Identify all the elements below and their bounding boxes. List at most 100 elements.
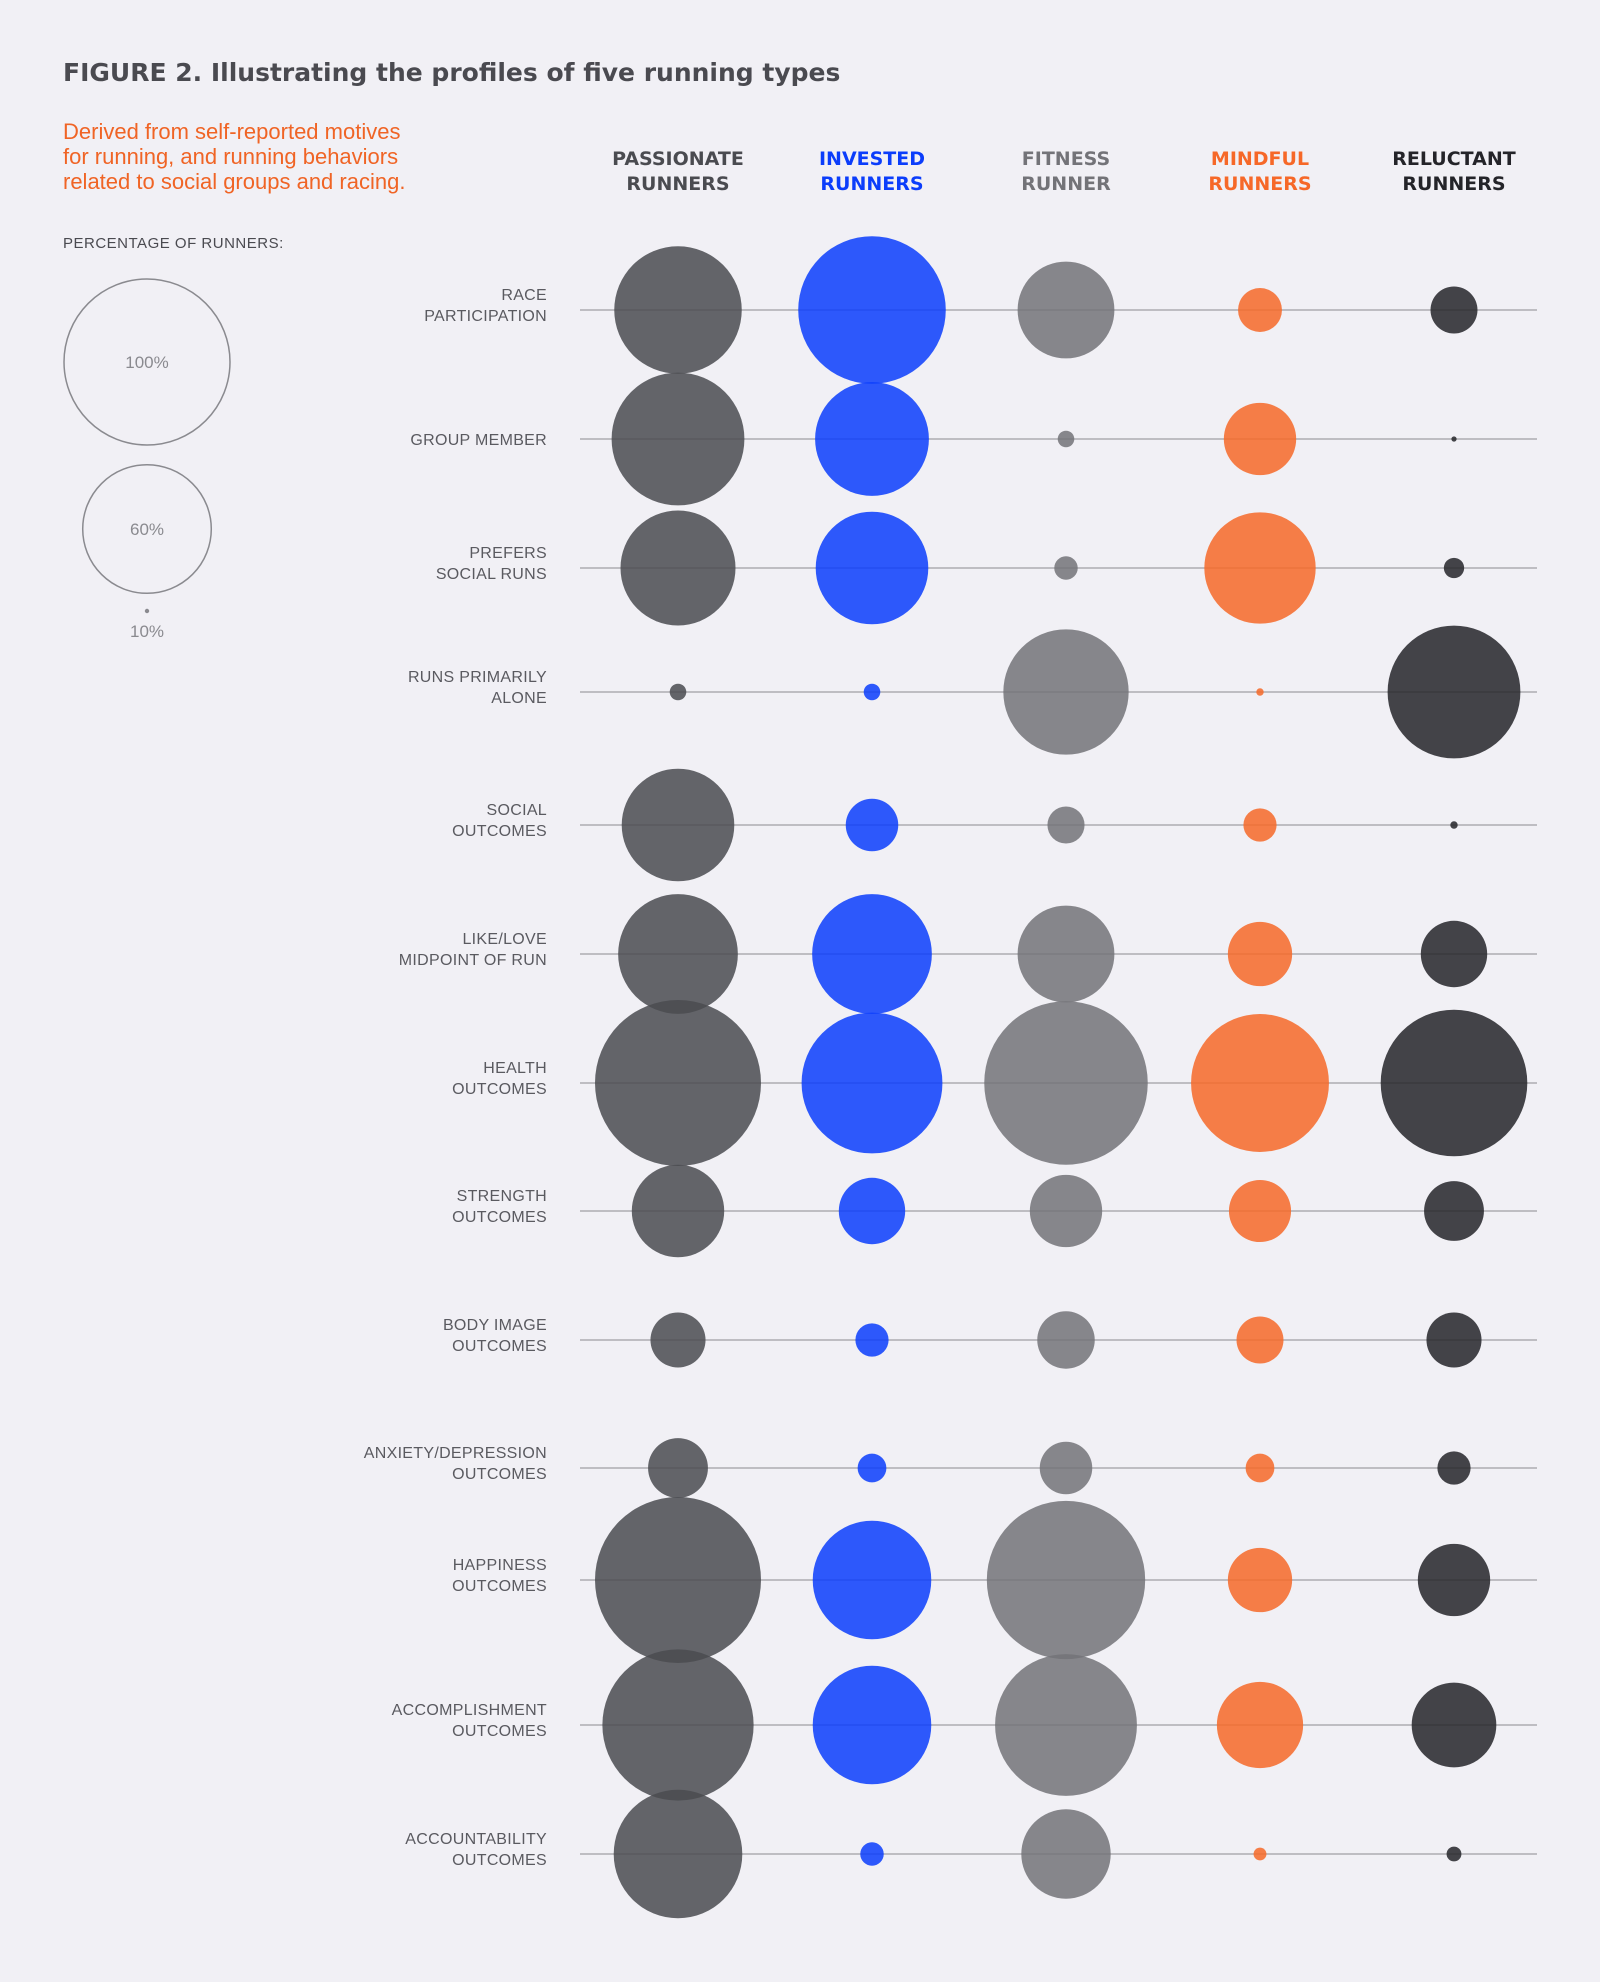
size-legend: PERCENTAGE OF RUNNERS: 100% 60% 10% bbox=[63, 235, 284, 641]
column-header: INVESTED bbox=[819, 148, 925, 170]
column-header: MINDFUL bbox=[1211, 148, 1309, 170]
chart-row: PREFERS SOCIAL RUNS bbox=[436, 510, 1537, 626]
row-label: ANXIETY/DEPRESSION bbox=[364, 1445, 547, 1462]
bubble bbox=[1243, 808, 1277, 842]
bubble bbox=[1245, 1453, 1275, 1483]
legend-label: 60% bbox=[130, 520, 164, 539]
bubble bbox=[1443, 557, 1465, 579]
bubble bbox=[620, 510, 736, 626]
row-label: HAPPINESS bbox=[453, 1557, 547, 1574]
row-label: OUTCOMES bbox=[452, 1081, 547, 1098]
chart-row: ANXIETY/DEPRESSION OUTCOMES bbox=[364, 1438, 1537, 1498]
bubble bbox=[1417, 1543, 1491, 1617]
chart-row: RACE PARTICIPATION bbox=[424, 236, 1537, 384]
legend-circle bbox=[81, 463, 213, 595]
bubble bbox=[648, 1438, 708, 1498]
bubble bbox=[1387, 625, 1521, 759]
bubble bbox=[986, 1500, 1146, 1660]
chart-row: GROUP MEMBER bbox=[410, 372, 1537, 506]
column-header: RUNNERS bbox=[820, 173, 923, 195]
bubble bbox=[1191, 1014, 1329, 1152]
row-label: GROUP MEMBER bbox=[410, 432, 547, 449]
bubble bbox=[860, 1842, 884, 1866]
column-header: RUNNERS bbox=[1402, 173, 1505, 195]
row-label: RACE bbox=[501, 287, 547, 304]
bubble bbox=[812, 1520, 932, 1640]
bubble bbox=[857, 1453, 887, 1483]
chart-title: FIGURE 2. Illustrating the profiles of f… bbox=[63, 58, 840, 87]
bubble bbox=[1021, 1809, 1111, 1899]
chart-row: ACCOUNTABILITY OUTCOMES bbox=[405, 1789, 1537, 1919]
bubble bbox=[1057, 430, 1075, 448]
bubble bbox=[1451, 436, 1457, 442]
bubble bbox=[1450, 821, 1458, 829]
bubble bbox=[650, 1312, 706, 1368]
bubble bbox=[1223, 402, 1297, 476]
chart-row: HEALTH OUTCOMES bbox=[452, 1000, 1537, 1166]
legend-label: 10% bbox=[130, 622, 164, 641]
bubble bbox=[1017, 261, 1115, 359]
bubble bbox=[1437, 1451, 1471, 1485]
row-label: MIDPOINT OF RUN bbox=[399, 952, 547, 969]
bubble bbox=[798, 236, 946, 384]
row-label: OUTCOMES bbox=[452, 1852, 547, 1869]
row-label: ALONE bbox=[491, 690, 547, 707]
chart-row: STRENGTH OUTCOMES bbox=[452, 1164, 1537, 1258]
bubble bbox=[812, 1665, 932, 1785]
bubble bbox=[838, 1177, 906, 1245]
legend-label: 100% bbox=[125, 353, 168, 372]
bubble bbox=[855, 1323, 889, 1357]
column-header: PASSIONATE bbox=[612, 148, 744, 170]
bubble bbox=[631, 1164, 725, 1258]
bubble bbox=[1228, 1179, 1292, 1243]
bubble bbox=[845, 798, 899, 852]
bubble bbox=[1204, 512, 1316, 624]
bubble bbox=[621, 768, 735, 882]
bubble bbox=[1430, 286, 1478, 334]
bubble bbox=[1054, 556, 1078, 580]
bubble bbox=[1380, 1009, 1528, 1157]
row-label: OUTCOMES bbox=[452, 1466, 547, 1483]
bubble bbox=[1227, 1547, 1293, 1613]
column-header: FITNESS bbox=[1022, 148, 1110, 170]
bubble bbox=[614, 246, 742, 374]
bubble bbox=[1420, 920, 1488, 988]
legend-title: PERCENTAGE OF RUNNERS: bbox=[63, 235, 284, 252]
subtitle-line: for running, and running behaviors bbox=[63, 144, 398, 169]
row-label: STRENGTH bbox=[457, 1188, 547, 1205]
bubble bbox=[1003, 629, 1129, 755]
bubble bbox=[613, 1789, 743, 1919]
column-header: RUNNER bbox=[1021, 173, 1111, 195]
row-label: BODY IMAGE bbox=[443, 1317, 547, 1334]
row-label: OUTCOMES bbox=[452, 1338, 547, 1355]
row-label: OUTCOMES bbox=[452, 1209, 547, 1226]
bubble bbox=[618, 894, 738, 1014]
row-label: ACCOMPLISHMENT bbox=[392, 1702, 547, 1719]
bubble bbox=[1426, 1312, 1482, 1368]
bubble bbox=[995, 1654, 1137, 1796]
chart-row: RUNS PRIMARILY ALONE bbox=[408, 625, 1537, 759]
chart-row: HAPPINESS OUTCOMES bbox=[452, 1497, 1537, 1663]
row-label: OUTCOMES bbox=[452, 1723, 547, 1740]
bubble bbox=[595, 1497, 761, 1663]
bubble bbox=[1227, 921, 1293, 987]
row-label: SOCIAL RUNS bbox=[436, 566, 547, 583]
bubble bbox=[815, 511, 929, 625]
bubble bbox=[1446, 1846, 1462, 1862]
row-label: PREFERS bbox=[469, 545, 547, 562]
bubble bbox=[611, 372, 745, 506]
chart-row: ACCOMPLISHMENT OUTCOMES bbox=[392, 1649, 1537, 1801]
bubble bbox=[1029, 1174, 1103, 1248]
bubble bbox=[1236, 1316, 1284, 1364]
bubble bbox=[1424, 1181, 1484, 1241]
bubble bbox=[1411, 1682, 1497, 1768]
bubble bbox=[815, 382, 929, 496]
chart-rows: RACE PARTICIPATION GROUP MEMBER PREFERS SOCI… bbox=[364, 236, 1537, 1919]
legend-dot bbox=[144, 608, 150, 614]
chart-row: BODY IMAGE OUTCOMES bbox=[443, 1311, 1537, 1369]
bubble bbox=[1039, 1441, 1093, 1495]
bubble bbox=[602, 1649, 754, 1801]
chart-row: LIKE/LOVE MIDPOINT OF RUN bbox=[399, 894, 1537, 1014]
